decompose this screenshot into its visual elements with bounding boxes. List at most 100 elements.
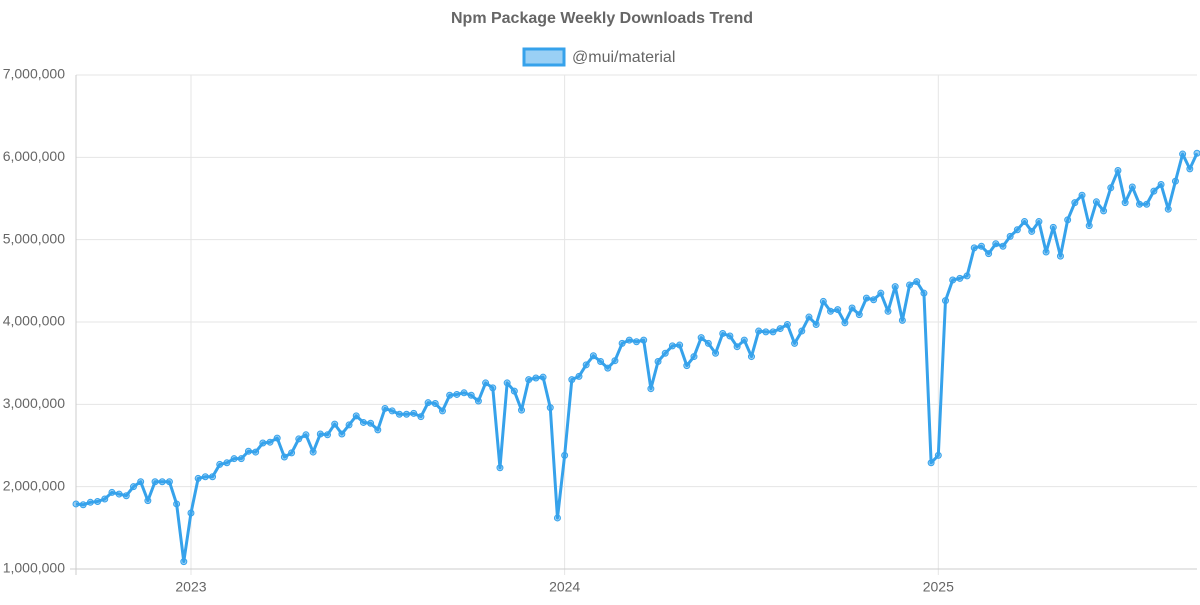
data-point	[805, 313, 813, 321]
data-point	[654, 358, 662, 366]
data-point	[985, 250, 993, 258]
data-point	[201, 473, 209, 481]
data-point	[798, 327, 806, 335]
y-tick-label: 7,000,000	[3, 66, 65, 82]
data-point	[395, 410, 403, 418]
y-tick-label: 6,000,000	[3, 148, 65, 164]
data-point	[230, 455, 238, 463]
data-point	[999, 242, 1007, 250]
data-point	[625, 336, 633, 344]
data-point	[280, 453, 288, 461]
data-point	[1056, 252, 1064, 260]
y-tick-label: 5,000,000	[3, 230, 65, 246]
y-tick-label: 1,000,000	[3, 560, 65, 576]
data-point	[891, 283, 899, 291]
data-point	[963, 272, 971, 280]
data-point	[324, 431, 332, 439]
data-point	[525, 376, 533, 384]
legend-swatch	[522, 47, 566, 67]
y-tick-label: 3,000,000	[3, 395, 65, 411]
data-point	[1107, 184, 1115, 192]
data-point	[302, 431, 310, 439]
data-point	[697, 334, 705, 342]
data-point	[561, 451, 569, 459]
data-point	[712, 349, 720, 357]
data-point	[345, 421, 353, 429]
data-point	[977, 242, 985, 250]
data-point	[144, 497, 152, 505]
data-point	[244, 447, 252, 455]
data-point	[173, 500, 181, 508]
data-point	[920, 289, 928, 297]
data-point	[259, 439, 267, 447]
data-point	[755, 327, 763, 335]
data-point	[309, 448, 317, 456]
data-point	[489, 384, 497, 392]
data-point	[898, 316, 906, 324]
y-tick-label: 2,000,000	[3, 477, 65, 493]
data-point	[582, 361, 590, 369]
data-point	[870, 296, 878, 304]
data-point	[1171, 177, 1179, 185]
data-point	[237, 455, 245, 463]
data-point	[776, 325, 784, 333]
data-point	[482, 379, 490, 387]
data-point	[510, 387, 518, 395]
data-point	[331, 420, 339, 428]
data-point	[216, 460, 224, 468]
data-point	[1035, 218, 1043, 226]
data-point	[568, 376, 576, 384]
data-point	[934, 451, 942, 459]
data-point	[122, 492, 130, 500]
data-point	[1128, 183, 1136, 191]
data-point	[683, 362, 691, 370]
data-point	[252, 448, 260, 456]
data-point	[1179, 150, 1187, 158]
data-point	[446, 391, 454, 399]
data-point	[906, 281, 914, 289]
data-point	[769, 328, 777, 336]
data-point	[862, 294, 870, 302]
data-point	[927, 459, 935, 467]
data-point	[467, 391, 475, 399]
data-point	[532, 374, 540, 382]
data-point	[273, 434, 281, 442]
data-point	[719, 330, 727, 338]
data-point	[438, 407, 446, 415]
data-point	[94, 497, 102, 505]
data-point	[86, 498, 94, 506]
data-point	[539, 373, 547, 381]
data-point	[496, 464, 504, 472]
data-point	[949, 276, 957, 284]
data-point	[79, 501, 87, 509]
data-point	[374, 426, 382, 434]
data-point	[834, 306, 842, 314]
data-point	[137, 478, 145, 486]
data-point	[295, 435, 303, 443]
data-point	[553, 514, 561, 522]
data-point	[1006, 232, 1014, 240]
data-point	[877, 289, 885, 297]
data-point	[115, 490, 123, 498]
data-point	[726, 332, 734, 340]
x-tick-label: 2024	[549, 579, 580, 595]
data-point	[194, 474, 202, 482]
x-tick-label: 2023	[175, 579, 206, 595]
data-point	[546, 404, 554, 412]
data-point	[187, 509, 195, 517]
data-point	[101, 495, 109, 503]
data-point	[575, 372, 583, 380]
data-point	[589, 352, 597, 360]
data-point	[209, 473, 217, 481]
data-point	[704, 339, 712, 347]
data-point	[1064, 216, 1072, 224]
data-point	[72, 500, 80, 508]
data-point	[604, 364, 612, 372]
data-point	[151, 478, 159, 486]
data-point	[618, 339, 626, 347]
data-point	[288, 449, 296, 457]
data-point	[1042, 248, 1050, 256]
data-point	[611, 357, 619, 365]
